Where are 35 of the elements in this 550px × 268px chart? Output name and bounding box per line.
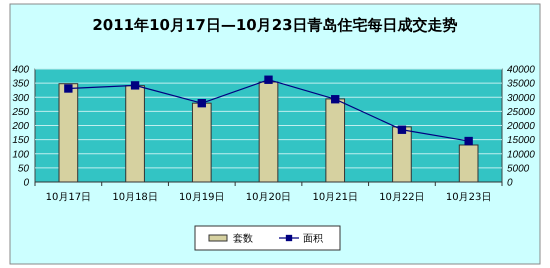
y2-tick-label: 20000 [506,121,536,132]
y-tick-label: 50 [18,163,30,174]
y2-tick-label: 10000 [507,149,536,160]
y2-tick-label: 25000 [506,106,536,118]
y2-tick-label: 35000 [507,78,536,90]
x-tick-label: 10月19日 [179,192,225,203]
point [464,136,473,146]
x-tick-label: 10月21日 [312,192,358,203]
y-tick-label: 350 [12,78,30,90]
y-tick-label: 100 [12,149,30,160]
y2-tick-label: 0 [507,178,513,188]
point [398,126,406,134]
y-tick-label: 0 [23,178,30,188]
y2-tick-label: 40000 [507,64,536,76]
y-tick-label: 200 [11,121,30,132]
y2-tick-label: 5000 [507,163,530,174]
y-tick-label: 400 [12,64,30,76]
x-tick-label: 10月17日 [46,192,92,203]
x-tick-label: 10月23日 [446,192,492,203]
y-tick-label: 300 [12,92,30,104]
y2-tick-label: 30000 [507,92,536,104]
point [331,95,340,104]
point [64,84,73,93]
y-tick-label: 250 [11,106,30,118]
legend-label: 面积 [303,234,323,244]
legend-label: 套数 [233,232,253,244]
y2-tick-label: 15000 [507,135,536,146]
point [198,99,206,108]
y-tick-label: 150 [12,135,30,146]
point [130,81,140,90]
x-tick-label: 10月20日 [246,192,292,203]
point [264,76,273,84]
x-tick-label: 10月18日 [112,192,158,203]
x-tick-label: 10月22日 [379,192,425,203]
chart-title: 2011年10月17日—10月23日青岛住宅每日成交走势 [92,16,458,34]
